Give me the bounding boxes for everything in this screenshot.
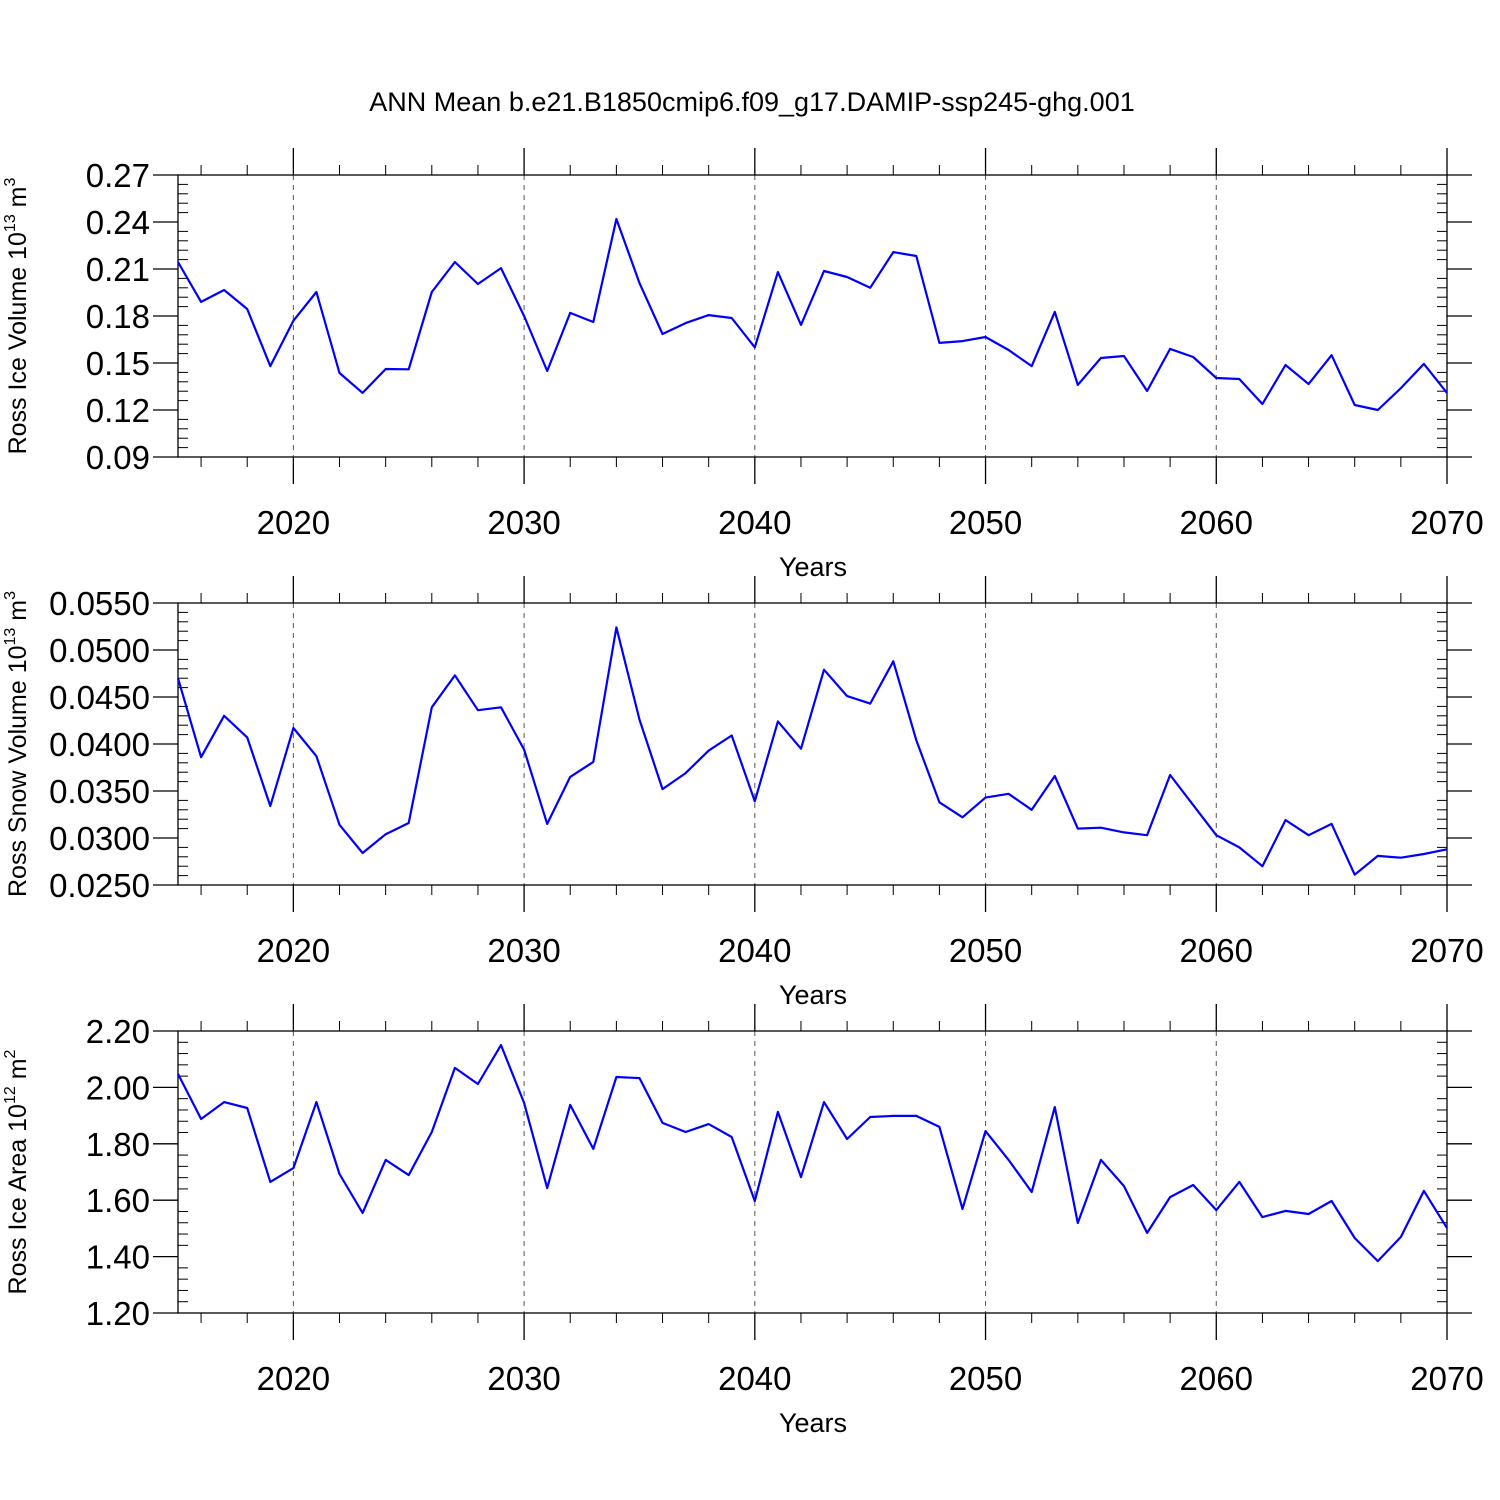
x-tick-label: 2030 xyxy=(487,932,560,969)
panel-1: 2020 2030 2040 2050 2060 2070 Years 0.09 0.12 0.1… xyxy=(2,148,1484,582)
x-tick-label: 2030 xyxy=(487,1360,560,1397)
chart-title: ANN Mean b.e21.B1850cmip6.f09_g17.DAMIP-… xyxy=(369,87,1134,117)
y-axis-label: Ross Ice Volume 1013 m3 xyxy=(2,177,32,454)
y-tick-label: 0.15 xyxy=(86,345,150,382)
y-tick-label: 0.21 xyxy=(86,251,150,288)
y-label-exponent: 12 xyxy=(2,1086,19,1104)
y-label-exponent: 13 xyxy=(2,628,19,646)
x-tick-label: 2060 xyxy=(1180,504,1253,541)
y-tick-label: 0.12 xyxy=(86,392,150,429)
y-tick-label: 0.0400 xyxy=(49,726,150,763)
x-tick-label: 2050 xyxy=(949,932,1022,969)
panel-3: 2020 2030 2040 2050 2060 2070 Years 1.20 1.40 1.6… xyxy=(2,1004,1484,1438)
x-tick-label: 2020 xyxy=(257,932,330,969)
x-tick-label: 2070 xyxy=(1410,504,1483,541)
x-tick-label: 2050 xyxy=(949,1360,1022,1397)
y-tick-label: 1.20 xyxy=(86,1295,150,1332)
y-label-unit: m xyxy=(4,600,32,628)
y-label-text: Ross Ice Area 10 xyxy=(4,1104,32,1294)
y-label-unit: m xyxy=(4,1058,32,1086)
x-axis-label: Years xyxy=(779,1408,847,1438)
x-tick-label: 2040 xyxy=(718,504,791,541)
x-axis-label: Years xyxy=(779,980,847,1010)
y-tick-label: 2.20 xyxy=(86,1013,150,1050)
plot-frame xyxy=(177,174,1448,458)
y-tick-label: 0.0500 xyxy=(49,632,150,669)
y-tick-label: 1.80 xyxy=(86,1126,150,1163)
x-tick-label: 2060 xyxy=(1180,932,1253,969)
x-tick-label: 2030 xyxy=(487,504,560,541)
y-tick-label: 0.0450 xyxy=(49,679,150,716)
series-line xyxy=(176,626,1448,876)
y-label-unit-exponent: 3 xyxy=(2,591,19,600)
y-axis-label: Ross Ice Area 1012 m2 xyxy=(2,1049,32,1294)
plot-frame xyxy=(177,602,1448,886)
y-tick-label: 0.09 xyxy=(86,439,150,476)
y-tick-label: 0.0250 xyxy=(49,867,150,904)
y-label-unit-exponent: 2 xyxy=(2,1049,19,1058)
y-tick-label: 0.18 xyxy=(86,298,150,335)
x-tick-label: 2020 xyxy=(257,504,330,541)
y-label-text: Ross Ice Volume 10 xyxy=(4,232,32,454)
plot-frame xyxy=(177,1030,1448,1314)
x-tick-label: 2070 xyxy=(1410,932,1483,969)
panel-2: 2020 2030 2040 2050 2060 2070 Years 0.0250 0.030… xyxy=(2,576,1484,1010)
y-tick-label: 0.27 xyxy=(86,157,150,194)
series-line xyxy=(177,217,1448,412)
y-label-exponent: 13 xyxy=(2,214,19,232)
y-tick-label: 1.60 xyxy=(86,1182,150,1219)
y-label-unit-exponent: 3 xyxy=(2,177,19,186)
x-tick-label: 2040 xyxy=(718,932,791,969)
x-tick-label: 2050 xyxy=(949,504,1022,541)
y-tick-label: 0.0550 xyxy=(49,585,150,622)
y-tick-label: 1.40 xyxy=(86,1239,150,1276)
x-axis-label: Years xyxy=(779,552,847,582)
y-tick-label: 0.0300 xyxy=(49,820,150,857)
y-axis-label: Ross Snow Volume 1013 m3 xyxy=(2,591,32,897)
x-tick-label: 2020 xyxy=(257,1360,330,1397)
y-label-unit: m xyxy=(4,186,32,214)
x-tick-label: 2070 xyxy=(1410,1360,1483,1397)
x-tick-label: 2040 xyxy=(718,1360,791,1397)
y-tick-label: 2.00 xyxy=(86,1069,150,1106)
series-line xyxy=(177,1043,1448,1263)
x-tick-label: 2060 xyxy=(1180,1360,1253,1397)
y-label-text: Ross Snow Volume 10 xyxy=(4,645,32,897)
y-tick-label: 0.24 xyxy=(86,204,150,241)
y-tick-label: 0.0350 xyxy=(49,773,150,810)
